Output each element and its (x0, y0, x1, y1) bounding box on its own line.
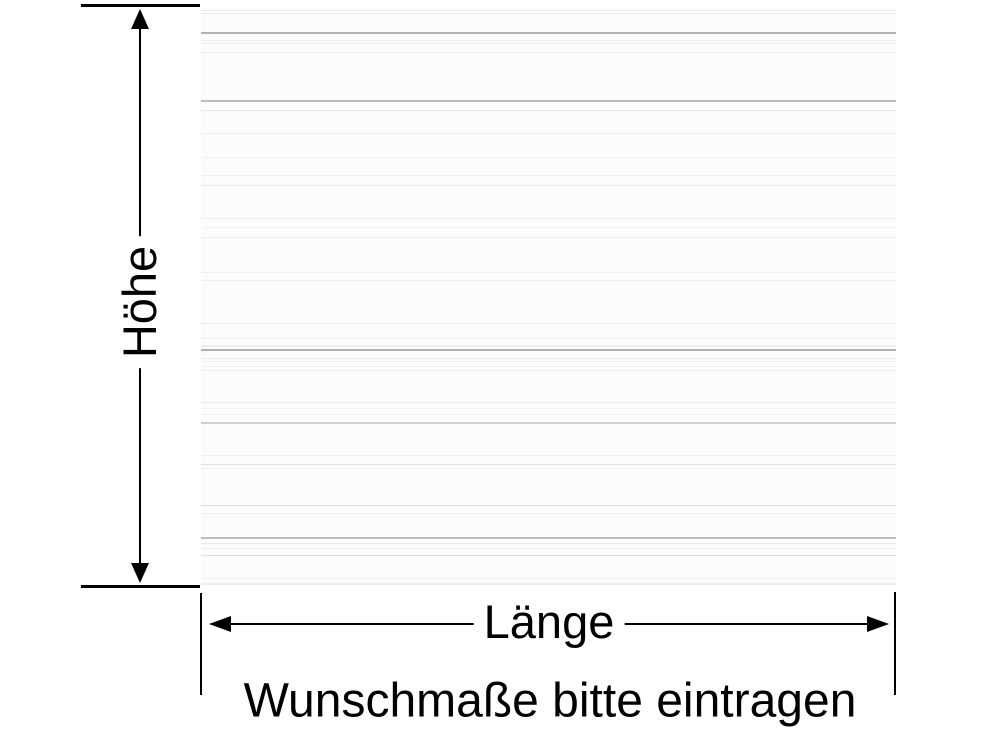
height-label: Höhe (113, 235, 166, 369)
length-label: Länge (473, 596, 625, 648)
length-left-tick (200, 593, 202, 695)
arrow-left-icon (209, 616, 231, 632)
height-bottom-tick (81, 585, 200, 588)
height-top-tick (81, 4, 200, 7)
board-panel (201, 8, 896, 585)
arrow-down-icon (131, 563, 149, 583)
arrow-right-icon (867, 616, 889, 632)
arrow-up-icon (131, 9, 149, 29)
length-right-tick (894, 592, 896, 695)
caption-text: Wunschmaße bitte eintragen (243, 674, 857, 728)
